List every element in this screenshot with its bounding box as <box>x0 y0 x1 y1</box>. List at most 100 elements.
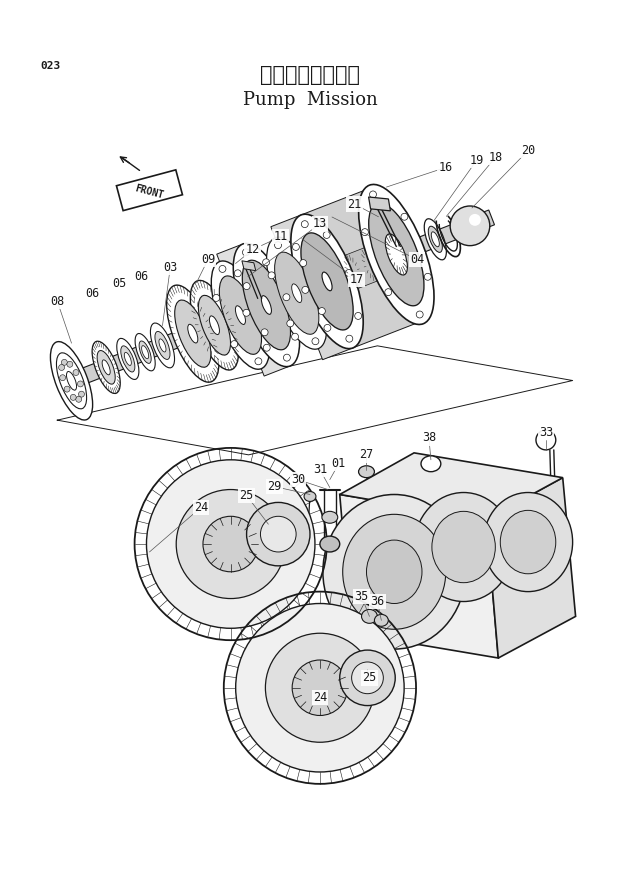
Ellipse shape <box>167 285 219 382</box>
Ellipse shape <box>275 252 319 335</box>
Text: 01: 01 <box>332 457 346 470</box>
Text: 023: 023 <box>40 61 61 72</box>
Ellipse shape <box>432 232 440 247</box>
Ellipse shape <box>92 341 120 393</box>
Text: 08: 08 <box>50 294 64 307</box>
Ellipse shape <box>141 346 149 358</box>
Circle shape <box>355 313 361 320</box>
Circle shape <box>261 328 268 336</box>
Circle shape <box>361 229 368 236</box>
Text: 09: 09 <box>201 253 215 266</box>
Ellipse shape <box>121 346 135 372</box>
Circle shape <box>213 294 219 301</box>
Circle shape <box>219 265 226 272</box>
Circle shape <box>146 460 315 628</box>
Circle shape <box>73 370 79 376</box>
Text: 03: 03 <box>163 261 177 274</box>
Circle shape <box>346 336 353 343</box>
Ellipse shape <box>414 492 513 602</box>
Circle shape <box>67 361 73 367</box>
Circle shape <box>293 244 299 251</box>
Polygon shape <box>271 215 353 360</box>
Ellipse shape <box>361 610 378 624</box>
Circle shape <box>61 359 68 365</box>
Ellipse shape <box>432 512 495 583</box>
Ellipse shape <box>385 234 407 275</box>
Text: 38: 38 <box>422 432 436 444</box>
Circle shape <box>292 660 348 716</box>
Circle shape <box>385 289 392 295</box>
Ellipse shape <box>291 215 363 349</box>
Ellipse shape <box>117 338 139 379</box>
Ellipse shape <box>301 233 353 330</box>
Ellipse shape <box>374 614 388 626</box>
Circle shape <box>469 214 481 226</box>
Circle shape <box>301 221 308 228</box>
Circle shape <box>291 333 298 340</box>
Circle shape <box>275 242 281 249</box>
Circle shape <box>260 516 296 552</box>
Circle shape <box>255 357 262 364</box>
Text: 35: 35 <box>355 590 369 603</box>
Circle shape <box>236 604 404 772</box>
Text: 21: 21 <box>347 198 361 210</box>
Ellipse shape <box>188 324 198 343</box>
Ellipse shape <box>343 514 446 629</box>
Circle shape <box>59 364 64 371</box>
Polygon shape <box>64 210 495 390</box>
Circle shape <box>176 490 285 598</box>
Circle shape <box>203 516 259 572</box>
Text: 17: 17 <box>350 273 364 286</box>
Ellipse shape <box>233 244 299 367</box>
Circle shape <box>323 231 330 238</box>
Ellipse shape <box>211 261 270 370</box>
Ellipse shape <box>198 295 231 355</box>
Ellipse shape <box>320 536 340 552</box>
Ellipse shape <box>125 352 131 365</box>
Circle shape <box>401 213 408 220</box>
Text: 18: 18 <box>488 151 502 164</box>
Ellipse shape <box>175 300 211 367</box>
Ellipse shape <box>210 316 219 335</box>
Text: 25: 25 <box>362 671 376 684</box>
Text: 31: 31 <box>312 463 327 477</box>
Circle shape <box>283 293 290 300</box>
Circle shape <box>370 191 376 198</box>
Circle shape <box>78 381 84 387</box>
Text: 27: 27 <box>360 449 374 462</box>
Circle shape <box>234 270 241 277</box>
Circle shape <box>536 430 556 450</box>
Polygon shape <box>340 494 498 658</box>
Circle shape <box>345 270 352 277</box>
Circle shape <box>424 273 432 280</box>
Ellipse shape <box>97 350 115 385</box>
Polygon shape <box>301 188 422 348</box>
Ellipse shape <box>369 203 424 306</box>
Text: Pump  Mission: Pump Mission <box>242 91 378 110</box>
Circle shape <box>319 307 326 314</box>
Ellipse shape <box>304 491 316 501</box>
Circle shape <box>242 249 249 256</box>
Circle shape <box>416 311 423 318</box>
Ellipse shape <box>322 272 332 291</box>
Ellipse shape <box>102 360 110 375</box>
Text: FRONT: FRONT <box>134 184 165 201</box>
Text: 36: 36 <box>370 595 384 608</box>
Polygon shape <box>340 453 563 519</box>
Ellipse shape <box>366 540 422 604</box>
Circle shape <box>60 375 66 381</box>
Text: 16: 16 <box>438 161 453 174</box>
Circle shape <box>299 259 307 266</box>
Ellipse shape <box>219 276 262 354</box>
Circle shape <box>64 386 70 392</box>
Ellipse shape <box>135 334 155 371</box>
Polygon shape <box>487 477 575 658</box>
Polygon shape <box>329 237 407 294</box>
Circle shape <box>265 633 374 742</box>
Circle shape <box>243 309 250 316</box>
Text: 11: 11 <box>273 230 288 244</box>
Polygon shape <box>217 244 290 376</box>
Text: 13: 13 <box>312 217 327 230</box>
Text: 04: 04 <box>410 253 424 266</box>
Circle shape <box>268 272 275 279</box>
